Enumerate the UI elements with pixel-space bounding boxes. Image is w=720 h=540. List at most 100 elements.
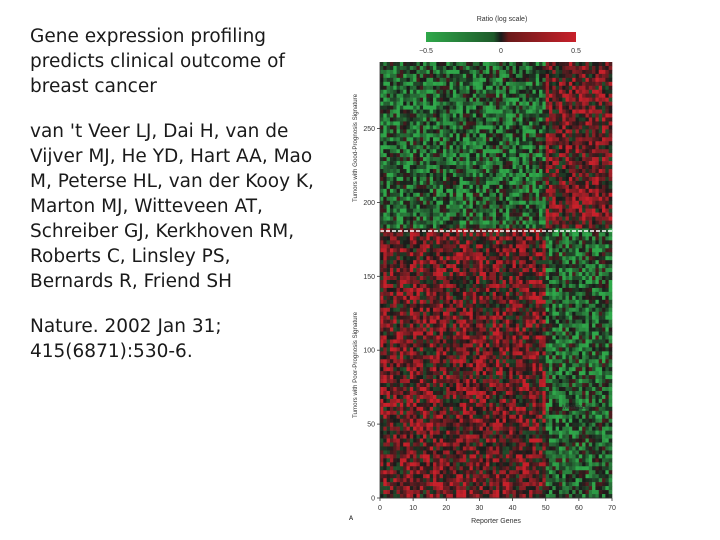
heatmap-cell — [552, 157, 556, 162]
heatmap-cell — [575, 113, 580, 118]
heatmap-cell — [413, 303, 417, 309]
heatmap-cell — [529, 232, 533, 237]
heatmap-cell — [525, 240, 530, 245]
heatmap-cell — [545, 291, 550, 297]
heatmap-cell — [555, 311, 560, 316]
heatmap-cell — [446, 62, 450, 67]
heatmap-cell — [433, 192, 437, 198]
heatmap-cell — [529, 172, 533, 178]
heatmap-cell — [522, 216, 527, 221]
heatmap-cell — [568, 113, 573, 118]
heatmap-cell — [549, 180, 553, 186]
heatmap-cell — [459, 188, 464, 194]
heatmap-cell — [389, 283, 394, 289]
heatmap-cell — [406, 101, 411, 106]
heatmap-cell — [562, 216, 566, 221]
heatmap-cell — [592, 260, 596, 265]
heatmap-cell — [489, 295, 493, 301]
heatmap-cell — [469, 276, 474, 281]
heatmap-cell — [496, 176, 500, 182]
heatmap-cell — [539, 323, 543, 328]
heatmap-cell — [452, 323, 457, 328]
heatmap-cell — [588, 339, 593, 344]
heatmap-cell — [409, 149, 414, 154]
heatmap-cell — [552, 113, 556, 118]
heatmap-cell — [403, 287, 407, 293]
heatmap-cell — [476, 236, 480, 241]
heatmap-cell — [582, 220, 586, 225]
heatmap-cell — [482, 169, 487, 174]
heatmap-cell — [476, 196, 480, 202]
heatmap-cell — [433, 145, 437, 150]
heatmap-cell — [436, 192, 440, 198]
heatmap-cell — [479, 200, 484, 205]
heatmap-cell — [505, 109, 510, 114]
heatmap-cell — [449, 311, 454, 316]
heatmap-cell — [515, 216, 520, 221]
heatmap-cell — [476, 323, 480, 328]
heatmap-cell — [436, 208, 440, 213]
heatmap-cell — [472, 299, 477, 305]
heatmap-cell — [496, 65, 500, 71]
heatmap-cell — [439, 291, 444, 297]
heatmap-cell — [595, 77, 600, 83]
heatmap-cell — [532, 157, 537, 162]
heatmap-cell — [442, 113, 447, 118]
heatmap-cell — [509, 192, 513, 198]
heatmap-cell — [482, 283, 487, 289]
heatmap-cell — [525, 256, 530, 261]
heatmap-cell — [439, 125, 444, 130]
heatmap-cell — [555, 89, 560, 95]
heatmap-cell — [426, 224, 431, 229]
heatmap-cell — [572, 81, 576, 87]
heatmap-cell — [486, 196, 490, 202]
heatmap-cell — [496, 184, 500, 190]
heatmap-cell — [582, 105, 586, 110]
heatmap-cell — [389, 149, 394, 154]
heatmap-cell — [529, 252, 533, 257]
heatmap-cell — [393, 240, 397, 245]
heatmap-cell — [449, 260, 454, 265]
heatmap-cell — [472, 204, 477, 209]
heatmap-cell — [409, 65, 414, 71]
heatmap-cell — [552, 180, 556, 186]
heatmap-cell — [492, 180, 497, 186]
heatmap-cell — [532, 216, 537, 221]
heatmap-cell — [592, 184, 596, 190]
heatmap-cell — [588, 327, 593, 332]
heatmap-cell — [532, 93, 537, 98]
heatmap-cell — [512, 276, 517, 281]
heatmap-cell — [605, 172, 609, 178]
heatmap-cell — [476, 220, 480, 225]
heatmap-cell — [380, 208, 384, 213]
heatmap-cell — [512, 109, 517, 114]
heatmap-cell — [442, 149, 447, 154]
heatmap-cell — [555, 260, 560, 265]
heatmap-cell — [562, 319, 566, 324]
heatmap-cell — [389, 291, 394, 297]
heatmap-cell — [482, 331, 487, 336]
heatmap-cell — [522, 109, 527, 114]
heatmap-cell — [423, 73, 427, 79]
heatmap-cell — [572, 252, 576, 257]
heatmap-cell — [578, 93, 583, 98]
heatmap-cell — [456, 101, 460, 106]
heatmap-cell — [539, 236, 543, 241]
heatmap-cell — [459, 208, 464, 213]
heatmap-cell — [575, 200, 580, 205]
heatmap-cell — [383, 240, 387, 245]
heatmap-cell — [575, 212, 580, 217]
heatmap-cell — [469, 280, 474, 285]
heatmap-cell — [568, 89, 573, 95]
heatmap-cell — [595, 105, 600, 110]
heatmap-cell — [492, 176, 497, 182]
heatmap-cell — [492, 272, 497, 277]
heatmap-cell — [588, 77, 593, 83]
heatmap-cell — [549, 200, 553, 205]
heatmap-cell — [578, 335, 583, 340]
heatmap-cell — [380, 169, 384, 174]
heatmap-cell — [492, 311, 497, 316]
heatmap-cell — [452, 264, 457, 269]
heatmap-cell — [442, 109, 447, 114]
heatmap-cell — [446, 97, 450, 102]
